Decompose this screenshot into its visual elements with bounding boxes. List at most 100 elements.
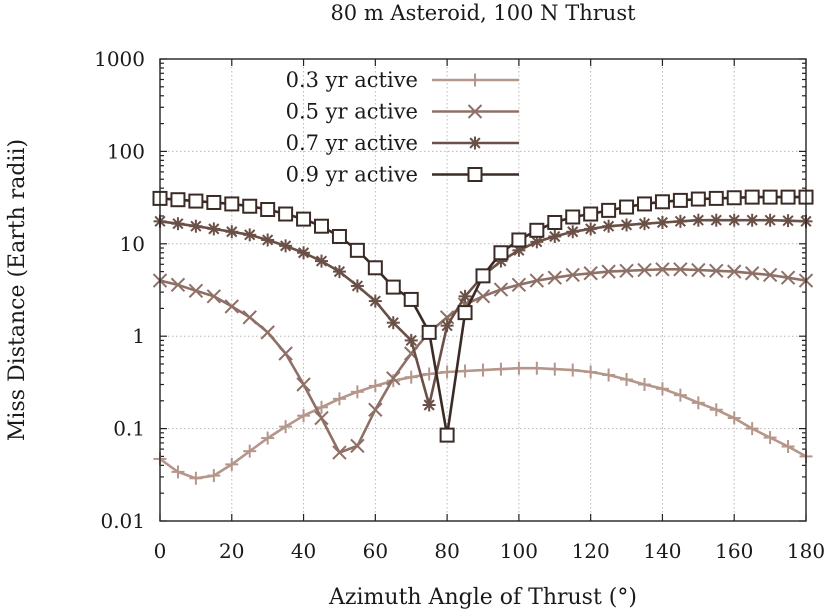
data-point xyxy=(763,213,777,227)
y-tick-label: 0.1 xyxy=(113,417,145,441)
data-point xyxy=(566,225,580,239)
data-point xyxy=(422,367,436,381)
data-point xyxy=(655,216,669,230)
data-point xyxy=(727,264,742,279)
data-point xyxy=(261,431,275,445)
x-tick-label: 0 xyxy=(154,539,167,563)
data-point xyxy=(583,266,598,281)
data-point xyxy=(781,214,795,228)
data-point xyxy=(207,469,221,483)
data-point xyxy=(780,189,796,205)
data-point xyxy=(349,242,365,258)
data-point xyxy=(762,189,778,205)
legend-label: 0.7 yr active xyxy=(286,131,418,155)
data-point xyxy=(332,392,346,406)
data-point xyxy=(745,213,759,227)
data-series xyxy=(152,189,814,485)
data-point xyxy=(297,409,311,423)
y-tick-label: 10 xyxy=(120,232,145,256)
data-point xyxy=(620,372,634,386)
data-point xyxy=(224,196,240,212)
data-point xyxy=(691,396,705,410)
data-point xyxy=(171,465,185,479)
data-point xyxy=(242,198,258,214)
data-point xyxy=(188,283,204,299)
data-point xyxy=(386,371,401,386)
data-point xyxy=(457,305,473,321)
data-point xyxy=(279,239,293,253)
data-point xyxy=(385,279,401,295)
data-point xyxy=(261,233,275,247)
data-point xyxy=(637,196,652,212)
data-point xyxy=(638,378,651,392)
data-point xyxy=(619,263,634,279)
data-point xyxy=(350,438,365,454)
data-point xyxy=(511,277,527,293)
data-point xyxy=(548,229,562,243)
data-point xyxy=(207,222,221,236)
x-tick-label: 180 xyxy=(787,539,825,563)
data-point xyxy=(584,365,598,379)
data-point xyxy=(476,363,490,377)
data-point xyxy=(279,420,293,434)
y-axis-label: Miss Distance (Earth radii) xyxy=(5,139,30,441)
data-point xyxy=(404,333,418,347)
x-tick-label: 140 xyxy=(643,539,681,563)
data-point xyxy=(673,214,687,228)
legend-label: 0.5 yr active xyxy=(286,100,418,124)
data-point xyxy=(780,270,796,285)
series-1 xyxy=(153,361,813,485)
x-tick-label: 120 xyxy=(572,539,610,563)
legend: 0.3 yr active 0.5 yr active 0.7 yr active 0… xyxy=(286,68,519,187)
data-point xyxy=(332,445,347,460)
data-point xyxy=(727,411,741,425)
x-axis-label: Azimuth Angle of Thrust (°) xyxy=(328,585,637,610)
data-point xyxy=(709,403,723,417)
data-point xyxy=(763,431,777,445)
data-point xyxy=(278,206,294,222)
data-point xyxy=(188,193,204,209)
data-point xyxy=(744,189,760,205)
x-tick-label: 60 xyxy=(363,539,388,563)
data-point xyxy=(493,282,509,297)
data-point xyxy=(421,324,437,340)
data-point xyxy=(511,232,527,248)
data-point xyxy=(350,279,364,293)
legend-marker xyxy=(468,73,482,87)
data-point xyxy=(278,346,293,361)
data-point xyxy=(206,289,222,304)
data-point xyxy=(601,264,616,279)
data-point xyxy=(745,422,759,436)
data-point xyxy=(547,215,563,231)
y-tick-label: 0.01 xyxy=(100,509,145,533)
data-point xyxy=(583,206,599,222)
data-point xyxy=(224,299,239,314)
data-point xyxy=(225,225,239,239)
data-point xyxy=(530,361,544,375)
data-point xyxy=(368,294,382,308)
data-point xyxy=(494,362,508,376)
x-tick-label: 20 xyxy=(219,539,244,563)
data-point xyxy=(601,202,617,218)
chart-title: 80 m Asteroid, 100 N Thrust xyxy=(330,1,636,25)
data-point xyxy=(602,219,616,233)
series-line xyxy=(159,195,806,437)
data-point xyxy=(243,228,257,242)
data-point xyxy=(368,402,383,417)
data-point xyxy=(314,410,329,426)
data-point xyxy=(691,262,706,278)
legend-marker xyxy=(467,104,483,119)
data-point xyxy=(566,363,580,377)
legend-label: 0.9 yr active xyxy=(286,163,418,187)
data-point xyxy=(440,319,454,333)
legend-item: 0.7 yr active xyxy=(286,131,519,155)
plot-frame xyxy=(159,58,807,522)
legend-item: 0.3 yr active xyxy=(286,68,519,92)
data-point xyxy=(762,267,778,283)
data-point xyxy=(672,192,688,208)
data-point xyxy=(620,218,634,232)
data-point xyxy=(170,277,186,293)
data-point xyxy=(332,265,346,279)
data-point xyxy=(297,246,311,260)
